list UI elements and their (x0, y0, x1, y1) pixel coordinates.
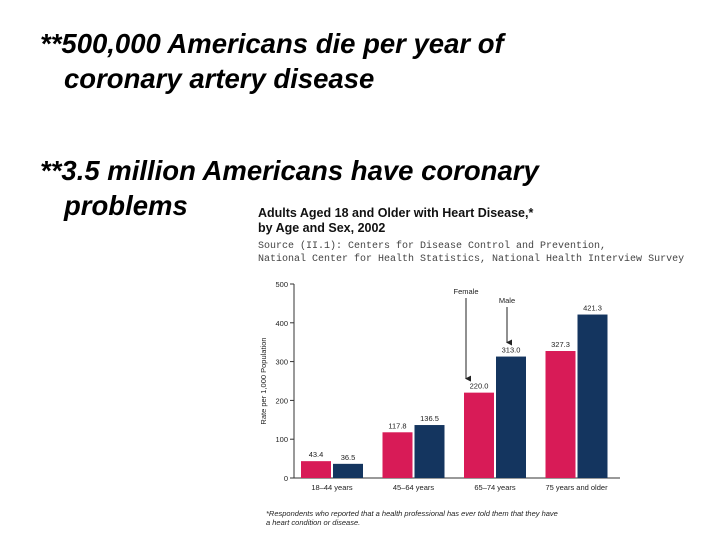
bullet-prevalence-line1: **3.5 million Americans have coronary (40, 155, 539, 186)
chart-title-line1: Adults Aged 18 and Older with Heart Dise… (258, 206, 534, 220)
y-tick-label: 300 (275, 358, 288, 367)
data-label-female-1: 43.4 (309, 450, 324, 459)
bullet-prevalence: **3.5 million Americans have coronary pr… (40, 153, 539, 223)
data-label-male-3: 313.0 (502, 346, 521, 355)
data-label-male-1: 36.5 (341, 453, 356, 462)
bar-female-3 (464, 392, 494, 478)
bar-female-1 (301, 461, 331, 478)
bar-male-1 (333, 463, 363, 478)
chart-footnote-line2: a heart condition or disease. (266, 518, 361, 527)
chart-source: Source (II.1): Centers for Disease Contr… (258, 240, 684, 266)
x-category-label: 45–64 years (393, 483, 435, 492)
y-tick-label: 500 (275, 280, 288, 289)
annotation-female: Female (453, 287, 478, 296)
bar-chart: 0 100 200 300 400 500 Rate per 1,000 Populatio… (259, 280, 620, 492)
chart-title-line2: by Age and Sex, 2002 (258, 221, 386, 235)
bullet-deaths: **500,000 Americans die per year of coro… (40, 26, 504, 96)
bar-male-2 (414, 425, 445, 478)
bullet-prevalence-line2: problems (64, 190, 188, 221)
chart-source-line1: Source (II.1): Centers for Disease Contr… (258, 241, 607, 252)
chart-title: Adults Aged 18 and Older with Heart Dise… (258, 206, 533, 236)
x-category-label: 75 years and older (545, 483, 608, 492)
y-tick-label: 100 (275, 435, 288, 444)
data-label-female-3: 220.0 (470, 382, 489, 391)
x-category-label: 65–74 years (474, 483, 516, 492)
data-label-male-4: 421.3 (583, 304, 602, 313)
chart-source-line2: National Center for Health Statistics, N… (258, 254, 685, 265)
bar-female-2 (382, 432, 413, 478)
chart-footnote: *Respondents who reported that a health … (266, 509, 558, 527)
bullet-deaths-line2: coronary artery disease (64, 63, 375, 94)
bullet-deaths-line1: **500,000 Americans die per year of (40, 28, 504, 59)
data-label-male-2: 136.5 (420, 414, 439, 423)
y-axis-label: Rate per 1,000 Population (259, 337, 268, 424)
bar-female-4 (545, 351, 576, 478)
data-label-female-4: 327.3 (551, 340, 570, 349)
y-tick-label: 0 (284, 474, 288, 483)
chart-footnote-line1: *Respondents who reported that a health … (266, 509, 558, 518)
y-tick-label: 200 (275, 396, 288, 405)
annotation-male: Male (499, 296, 515, 305)
data-label-female-2: 117.8 (388, 421, 406, 430)
bar-male-3 (496, 356, 526, 478)
bar-male-4 (577, 314, 608, 478)
x-category-label: 18–44 years (311, 483, 353, 492)
y-tick-label: 400 (275, 319, 288, 328)
